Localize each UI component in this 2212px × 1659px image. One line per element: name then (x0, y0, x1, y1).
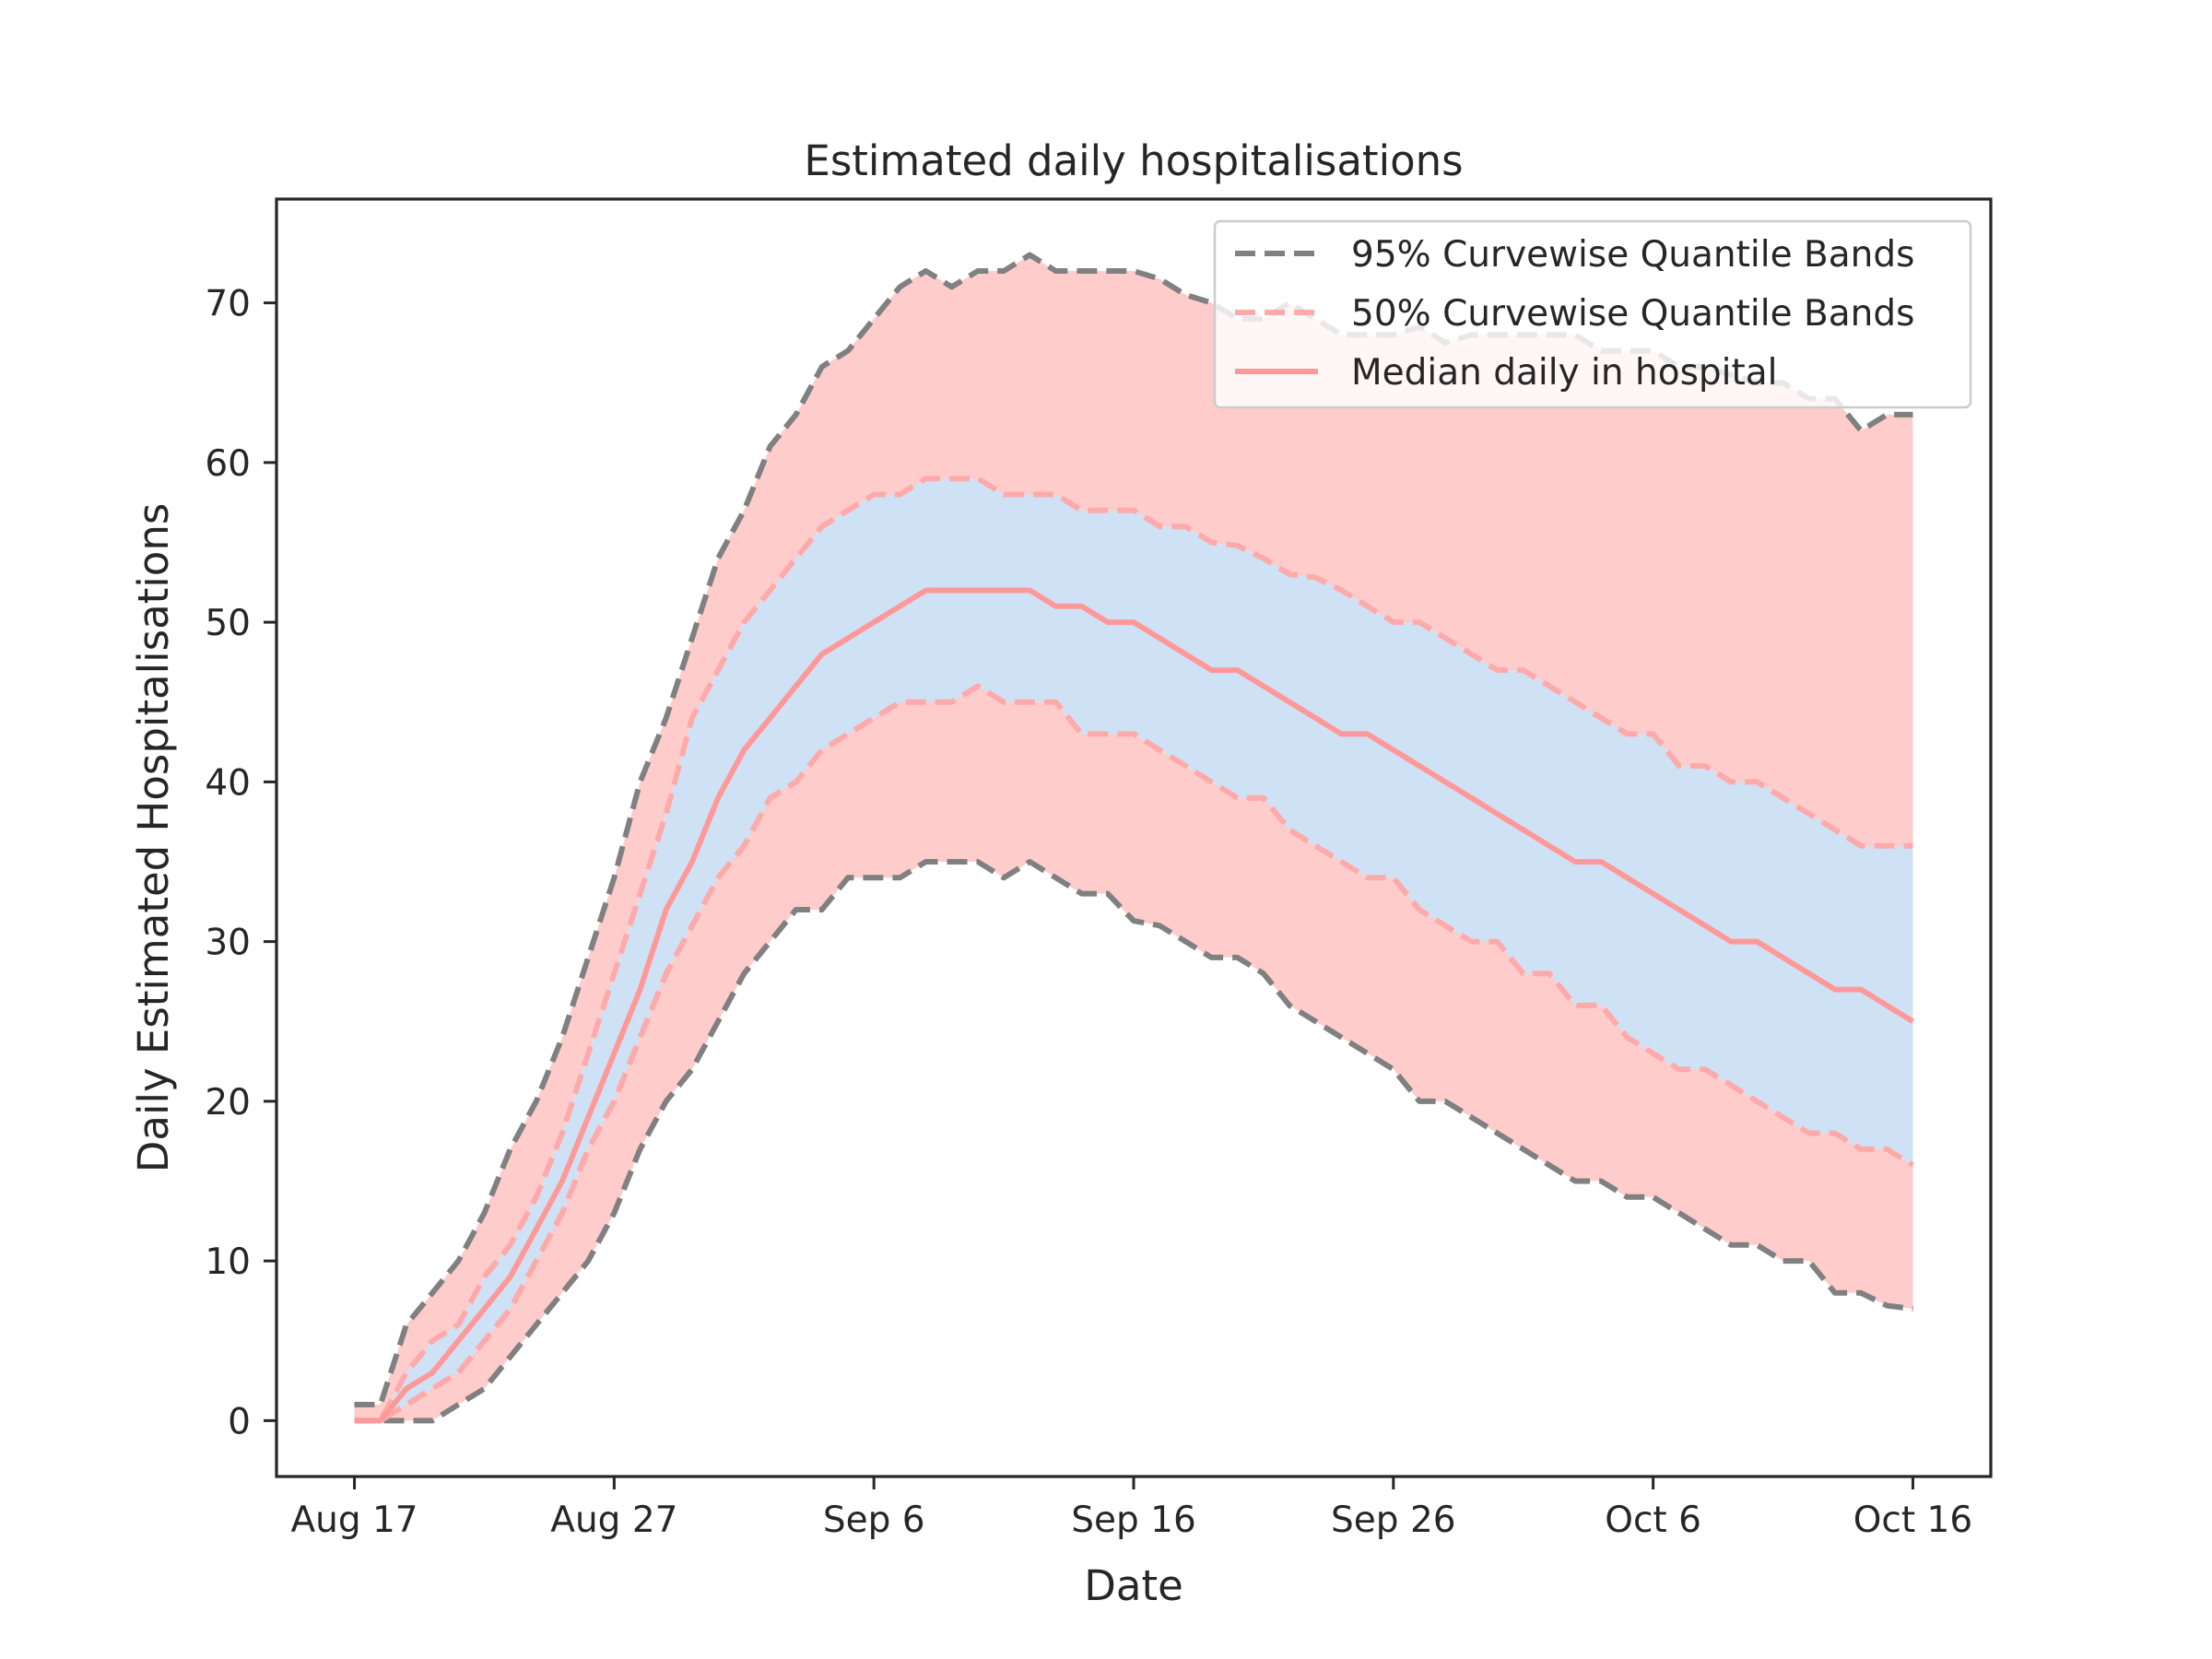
x-tick-label: Oct 16 (1853, 1500, 1972, 1541)
legend-entry-median: Median daily in hospital (1235, 352, 1778, 394)
legend-label-95: 95% Curvewise Quantile Bands (1351, 234, 1914, 276)
line-50-lower (354, 683, 1915, 1424)
chart-title: Estimated daily hospitalisations (804, 136, 1463, 185)
y-axis-label: Daily Estimated Hospitalisations (129, 503, 178, 1173)
legend-box (1213, 219, 1972, 409)
y-tick-label: 30 (205, 923, 251, 964)
legend-label-median: Median daily in hospital (1351, 352, 1778, 394)
lines-layer (354, 252, 1915, 1424)
y-tick-label: 20 (205, 1082, 251, 1124)
x-axis: Aug 17 Aug 27 Sep 6 Sep 16 Sep 26 Oct 6 Oct 16 (290, 1477, 1972, 1541)
line-95-upper (354, 252, 1913, 1407)
x-tick-label: Sep 6 (823, 1500, 925, 1541)
legend-label-50: 50% Curvewise Quantile Bands (1351, 293, 1914, 335)
y-tick-label: 10 (205, 1241, 251, 1283)
band-95 (354, 254, 1913, 1421)
y-tick-label: 40 (205, 762, 251, 804)
y-tick-label: 60 (205, 443, 251, 485)
y-tick-label: 0 (228, 1401, 251, 1442)
x-tick-label: Aug 27 (550, 1500, 677, 1541)
band-50 (354, 478, 1913, 1421)
line-50-upper (354, 476, 1913, 1424)
plot-area (275, 197, 1993, 1478)
legend-entry-50: 50% Curvewise Quantile Bands (1235, 293, 1914, 335)
y-axis: 0 10 20 30 40 50 60 70 (205, 284, 276, 1442)
x-tick-label: Sep 16 (1071, 1500, 1196, 1541)
x-tick-label: Aug 17 (290, 1500, 418, 1541)
x-tick-label: Sep 26 (1331, 1500, 1456, 1541)
line-95-lower (354, 859, 1913, 1424)
y-tick-label: 50 (205, 603, 251, 644)
line-median (354, 587, 1915, 1424)
x-tick-label: Oct 6 (1605, 1500, 1701, 1541)
x-axis-label: Date (1084, 1561, 1183, 1610)
legend: 95% Curvewise Quantile Bands 50% Curvewi… (1213, 219, 1972, 409)
bands-layer (354, 254, 1913, 1421)
legend-entry-95: 95% Curvewise Quantile Bands (1235, 234, 1914, 276)
y-tick-label: 70 (205, 284, 251, 325)
